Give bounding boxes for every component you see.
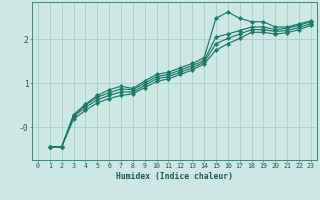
X-axis label: Humidex (Indice chaleur): Humidex (Indice chaleur) (116, 172, 233, 181)
